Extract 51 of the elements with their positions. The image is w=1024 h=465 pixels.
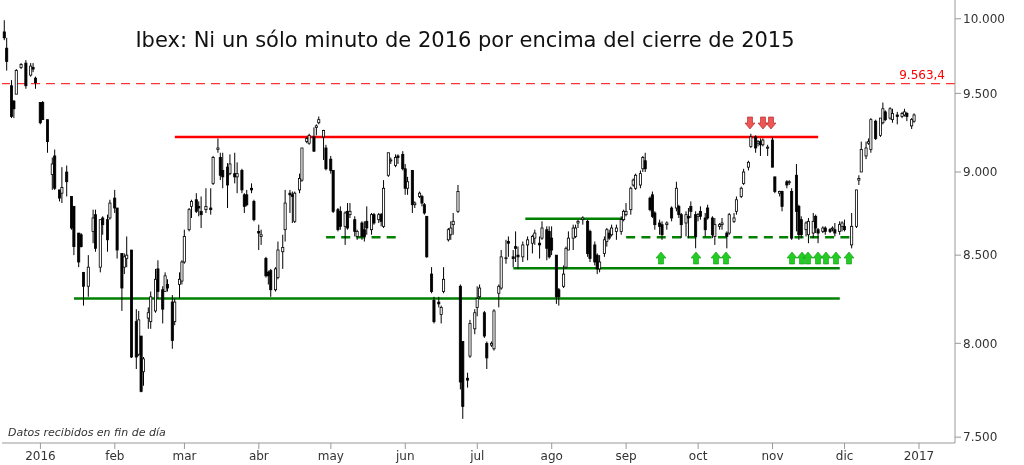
candlestick	[259, 229, 263, 246]
y-tick-label: 9.500	[963, 86, 998, 101]
y-tick-label: 8.500	[963, 248, 998, 263]
candlestick	[485, 340, 489, 370]
x-tick-label: oct	[688, 448, 708, 463]
candlestick	[850, 212, 854, 249]
candlestick	[204, 187, 208, 214]
candlestick	[46, 119, 49, 154]
text: Ibex: Ni un sólo minuto de 2016 por encima del cierre de 2015	[134, 28, 796, 52]
candlestick	[252, 199, 256, 222]
x-tick-label: 2017	[903, 448, 935, 463]
candlestick	[806, 217, 810, 244]
candlestick	[430, 266, 434, 294]
x-tick-label: 2016	[25, 448, 56, 463]
candlestick	[713, 217, 717, 246]
candlestick	[65, 165, 69, 197]
y-tick-label: 8.000	[963, 336, 998, 351]
x-tick-label: may	[317, 448, 344, 463]
candlestick	[624, 202, 628, 217]
y-tick-label: 10.000	[963, 12, 1005, 27]
candlestick	[14, 68, 18, 95]
candlestick	[530, 234, 534, 254]
candlestick	[31, 62, 35, 73]
x-tick-label: nov	[761, 448, 784, 463]
x-tick-label: abr	[248, 448, 269, 463]
candlestick	[550, 225, 554, 256]
x-tick-label: jul	[469, 448, 485, 463]
x-tick-label: mar	[172, 448, 197, 463]
x-tick-label: sep	[615, 448, 637, 463]
candlestick	[353, 215, 357, 237]
candlestick	[396, 153, 400, 165]
candlestick	[451, 212, 455, 236]
candlestick	[482, 310, 486, 339]
candlestick	[456, 184, 460, 214]
annotation: Datos recibidos en fin de día	[8, 426, 166, 439]
candlestick	[82, 271, 85, 307]
candlestick	[41, 100, 45, 121]
x-tick-label: ago	[540, 448, 563, 463]
x-tick-label: jun	[395, 448, 415, 463]
candlestick	[257, 224, 261, 251]
candlestick	[86, 254, 90, 298]
x-tick-label: feb	[105, 448, 125, 463]
candlestick	[221, 152, 225, 189]
ref-line-label: 9.563,4	[899, 67, 945, 82]
candlestick	[694, 210, 698, 249]
y-tick-label: 7.500	[963, 430, 998, 445]
candlestick	[857, 174, 861, 186]
y-tick-label: 9.000	[963, 165, 998, 180]
candlestick	[216, 137, 220, 154]
x-tick-label: dic	[835, 448, 854, 463]
candlestick	[442, 266, 446, 294]
